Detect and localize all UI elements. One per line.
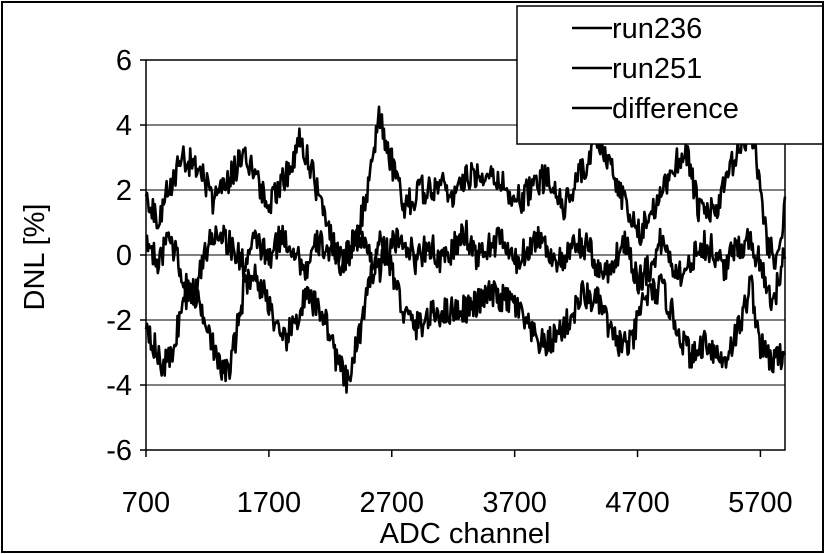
y-tick-label: 4 (116, 110, 132, 142)
x-tick-label: 3700 (482, 487, 547, 519)
axes: -6 -4 -2 0 2 4 6 700 1700 2700 3700 4700 5700 (106, 45, 792, 519)
y-tick-label: 2 (116, 175, 132, 207)
y-tick-label: -2 (106, 305, 132, 337)
series-lines (144, 105, 787, 394)
legend-frame (516, 5, 824, 145)
x-tick-label: 1700 (237, 487, 302, 519)
series-line-difference (145, 219, 787, 312)
legend: run236 run251 difference (516, 5, 824, 145)
legend-label-run251: run251 (612, 53, 702, 85)
series-line-run251 (144, 105, 787, 274)
y-axis-title: DNL [%] (19, 204, 51, 311)
x-tick-label: 2700 (360, 487, 425, 519)
x-tick-label: 5700 (728, 487, 793, 519)
series-line-run236 (144, 230, 787, 394)
x-axis-title: ADC channel (380, 518, 551, 550)
y-tick-label: -6 (106, 435, 132, 467)
y-tick-label: -4 (106, 370, 132, 402)
y-tick-label: 0 (116, 240, 132, 272)
legend-label-run236: run236 (612, 13, 702, 45)
x-tick-label: 4700 (605, 487, 670, 519)
legend-label-difference: difference (612, 93, 739, 125)
y-tick-label: 6 (116, 45, 132, 77)
x-tick-label: 700 (122, 487, 170, 519)
